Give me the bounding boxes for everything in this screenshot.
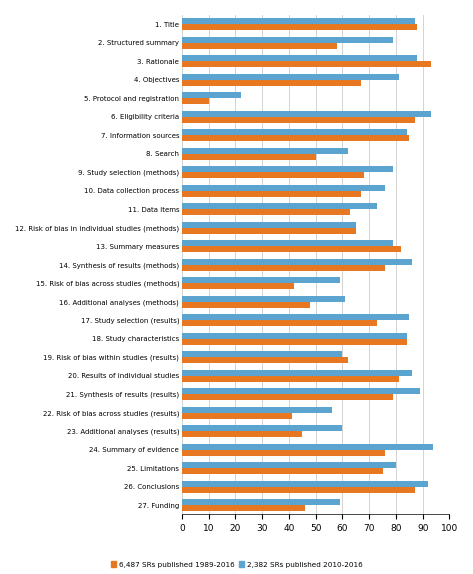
Bar	[182, 388, 420, 394]
Bar	[182, 25, 417, 30]
Bar	[182, 339, 407, 345]
Bar	[182, 135, 409, 141]
Bar	[182, 277, 340, 283]
Bar	[182, 468, 383, 474]
Legend: 6,487 SRs published 1989-2016, 2,382 SRs published 2010-2016: 6,487 SRs published 1989-2016, 2,382 SRs…	[108, 559, 365, 571]
Bar	[182, 432, 302, 437]
Bar	[182, 80, 361, 86]
Bar	[182, 351, 342, 357]
Bar	[182, 203, 377, 209]
Bar	[182, 210, 350, 215]
Bar	[182, 265, 385, 271]
Bar	[182, 302, 310, 308]
Bar	[182, 240, 393, 246]
Bar	[182, 259, 412, 265]
Bar	[182, 228, 356, 234]
Bar	[182, 370, 412, 375]
Bar	[182, 43, 337, 49]
Bar	[182, 98, 209, 104]
Bar	[182, 406, 332, 413]
Bar	[182, 92, 241, 98]
Bar	[182, 37, 393, 42]
Bar	[182, 191, 361, 197]
Bar	[182, 172, 364, 179]
Bar	[182, 117, 415, 123]
Bar	[182, 73, 399, 80]
Bar	[182, 284, 294, 289]
Bar	[182, 148, 348, 154]
Bar	[182, 413, 291, 419]
Bar	[182, 129, 407, 135]
Bar	[182, 425, 342, 431]
Bar	[182, 296, 345, 301]
Bar	[182, 376, 399, 382]
Bar	[182, 246, 401, 253]
Bar	[182, 222, 356, 227]
Bar	[182, 166, 393, 172]
Bar	[182, 358, 348, 363]
Bar	[182, 394, 393, 400]
Bar	[182, 111, 430, 117]
Bar	[182, 487, 415, 493]
Bar	[182, 462, 396, 468]
Bar	[182, 320, 377, 327]
Bar	[182, 314, 409, 320]
Bar	[182, 499, 340, 505]
Bar	[182, 61, 430, 67]
Bar	[182, 154, 315, 160]
Bar	[182, 505, 305, 511]
Bar	[182, 55, 417, 61]
Bar	[182, 444, 433, 449]
Bar	[182, 18, 415, 24]
Bar	[182, 450, 385, 456]
Bar	[182, 185, 385, 191]
Bar	[182, 332, 407, 339]
Bar	[182, 480, 428, 487]
